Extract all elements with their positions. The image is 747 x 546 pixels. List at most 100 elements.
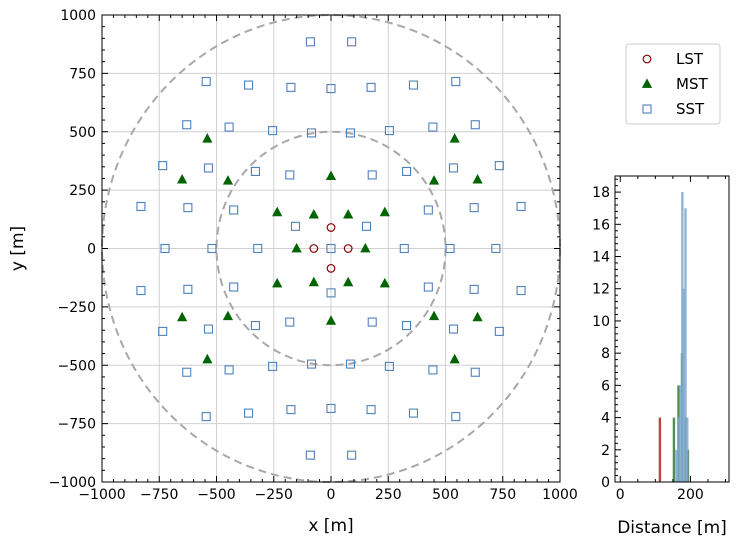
y-tick-label: 0 [87,242,96,258]
hist-y-tick-label: 6 [601,378,610,394]
mst-point [308,209,319,219]
sst-point [402,321,412,331]
histogram-bar-sst [682,288,685,482]
sst-point [250,166,260,176]
mst-point [202,133,213,143]
mst-point [428,175,440,185]
hist-y-tick-label: 4 [601,411,610,427]
sst-point [183,284,193,294]
mst-point [202,353,213,364]
legend-label-mst: MST [676,75,708,93]
lst-point [309,244,319,253]
lst-point [326,263,336,273]
sst-point [423,205,433,215]
hist-y-tick-label: 14 [592,250,610,266]
histogram-x-axis-label: Distance [m] [617,518,727,538]
legend-marker-lst [642,54,652,64]
sst-point [244,408,254,418]
x-tick-label: 750 [489,487,516,503]
legend-label-lst: LST [676,50,704,68]
sst-point [224,365,234,375]
legend-marker [642,54,652,64]
histogram-bar-sst [679,385,682,482]
sst-point [367,317,377,327]
sst-point [469,203,479,213]
scatter-x-axis-label: x [m] [308,516,353,536]
sst-point [250,321,260,331]
histogram-plot-frame [614,175,730,483]
sst-point [469,284,479,294]
sst-point [399,243,409,254]
mst-point [379,206,390,217]
sst-point [326,288,336,298]
x-tick-label: −250 [255,487,293,503]
mst-point [291,242,302,253]
hist-y-tick-label: 18 [592,185,610,201]
sst-point [286,82,296,92]
legend-entry-sst: SST [642,100,705,118]
scatter-points [136,37,526,460]
sst-point [201,412,211,422]
sst-point [347,37,357,47]
sst-point [366,82,376,92]
mst-point [449,353,460,364]
histogram-bar-sst [684,208,687,483]
sst-point [423,282,433,292]
sst-point [470,367,480,377]
histogram-bar-mst [672,417,676,482]
sst-point [451,412,461,422]
sst-point [136,285,146,296]
sst-point [207,243,217,254]
y-tick-label: 250 [69,183,96,199]
hist-x-tick-label: 200 [677,487,704,503]
sst-point [203,163,214,173]
x-tick-label: 250 [375,487,402,503]
x-tick-label: 1000 [542,487,578,503]
hist-x-tick-label: 0 [616,487,625,503]
x-tick-label: 0 [327,487,336,503]
histogram-bar-lst [658,417,662,482]
mst-point [472,173,483,184]
x-tick-label: −500 [197,487,235,503]
sst-point [286,405,296,415]
sst-point [366,405,376,415]
histogram-bar-sst [686,417,689,482]
legend-label-sst: SST [676,100,705,118]
mst-point [222,175,234,185]
sst-point [285,317,295,327]
sst-point [182,367,192,377]
legend-box [625,43,721,125]
sst-point [306,359,317,369]
sst-point [268,361,278,371]
mst-point [308,276,319,287]
sst-point [182,120,192,130]
lst-point [343,244,353,253]
histogram-bar-sst [681,192,684,482]
sst-point [290,221,301,231]
hist-y-tick-label: 16 [592,217,610,233]
hist-y-tick-label: 2 [601,443,610,459]
sst-point [408,80,418,90]
mst-point [343,276,354,287]
sst-point [445,243,455,254]
sst-point [428,365,438,375]
sst-point [428,122,438,132]
legend-entry-lst: LST [642,50,704,68]
legend-entry-mst: MST [641,75,708,93]
mst-point [472,311,483,322]
histogram-ticks: 0 200 0 2 4 6 8 10 12 14 16 18 [592,176,726,503]
mst-point [325,170,337,181]
sst-point [402,166,412,176]
hist-y-tick-label: 12 [592,282,610,298]
mst-point [379,277,390,288]
sst-point [158,326,168,336]
sst-point [516,201,526,212]
hist-y-tick-label: 0 [601,475,610,491]
mst-point [272,206,283,217]
sst-point [494,161,504,171]
sst-point [516,285,526,296]
sst-point [408,408,418,418]
mst-point [177,173,188,184]
sst-point [347,450,357,460]
